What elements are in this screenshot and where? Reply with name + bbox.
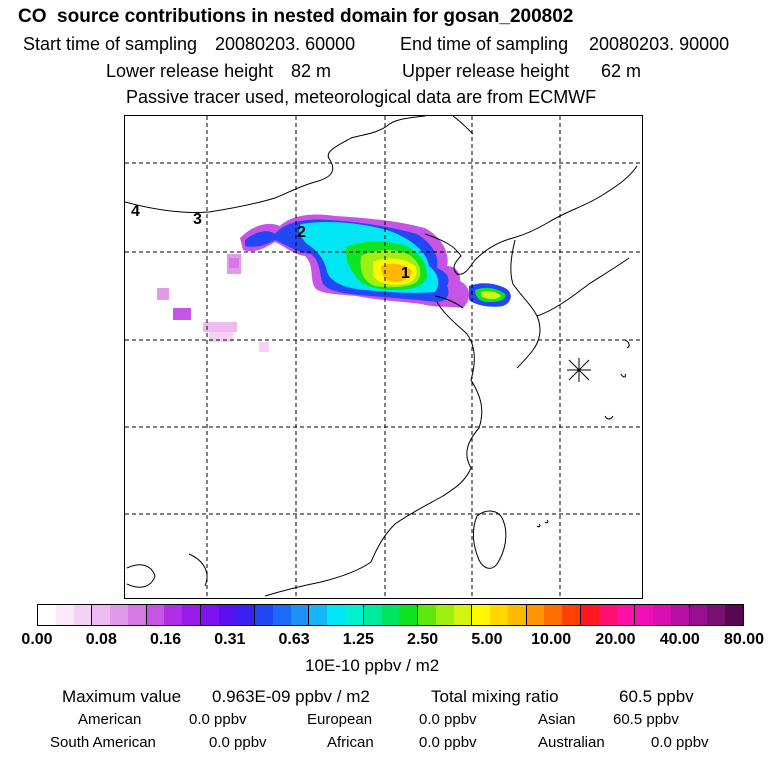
colorbar-swatch bbox=[707, 605, 726, 625]
colorbar-swatch bbox=[453, 605, 473, 625]
colorbar-swatch bbox=[689, 605, 708, 625]
lat-lon-grid bbox=[125, 116, 642, 598]
region-european-label: European bbox=[307, 711, 373, 728]
region-european-value: 0.0 ppbv bbox=[419, 711, 477, 728]
colorbar-tick-label: 1.25 bbox=[342, 631, 374, 648]
colorbar-swatch bbox=[635, 605, 654, 625]
colorbar-swatch bbox=[418, 605, 436, 625]
colorbar-tick-label: 0.16 bbox=[149, 631, 182, 648]
colorbar-tick-label: 5.00 bbox=[471, 631, 503, 648]
region-african-value: 0.0 ppbv bbox=[419, 734, 477, 751]
start-time-value: 20080203. 60000 bbox=[215, 34, 356, 54]
colorbar-swatch bbox=[507, 605, 527, 625]
total-mixing-value: 60.5 ppbv bbox=[619, 687, 694, 706]
marker-3: 3 bbox=[193, 211, 202, 228]
end-time-value: 20080203. 90000 bbox=[589, 34, 730, 54]
region-african-label: African bbox=[327, 734, 374, 751]
colorbar-swatch bbox=[55, 605, 74, 625]
colorbar-swatch bbox=[598, 605, 617, 625]
colorbar-swatch bbox=[472, 605, 491, 625]
patch bbox=[157, 288, 169, 300]
colorbar-swatch bbox=[164, 605, 183, 625]
tracer-note: Passive tracer used, meteorological data… bbox=[126, 87, 597, 107]
upper-height-label: Upper release height bbox=[402, 61, 570, 81]
total-mixing-label: Total mixing ratio bbox=[431, 687, 559, 706]
region-australian-value: 0.0 ppbv bbox=[651, 734, 709, 751]
marker-4: 4 bbox=[131, 203, 140, 220]
station-star-icon bbox=[567, 358, 591, 382]
lower-height-value: 82 m bbox=[291, 61, 332, 81]
marker-1: 1 bbox=[401, 265, 410, 282]
colorbar-swatch bbox=[327, 605, 346, 625]
colorbar-swatch bbox=[562, 605, 581, 625]
patch bbox=[229, 258, 239, 268]
colorbar-swatch bbox=[272, 605, 291, 625]
colorbar-swatch bbox=[399, 605, 419, 625]
colorbar-tick-label: 40.00 bbox=[659, 631, 700, 648]
region-american-label: American bbox=[78, 711, 142, 728]
plume-core-orange bbox=[381, 263, 412, 282]
patch bbox=[259, 342, 269, 352]
colorbar-swatch bbox=[653, 605, 671, 625]
colorbar-swatch bbox=[526, 605, 545, 625]
map-panel: 1 2 3 4 bbox=[124, 115, 643, 599]
max-value: 0.963E-09 ppbv / m2 bbox=[212, 687, 370, 706]
colorbar-tick-label: 0.08 bbox=[85, 631, 117, 648]
region-south-american-label: South American bbox=[50, 734, 156, 751]
patch bbox=[173, 308, 191, 320]
colorbar-unit: 10E-10 ppbv / m2 bbox=[305, 656, 440, 675]
colorbar-swatch bbox=[290, 605, 310, 625]
colorbar-swatch bbox=[345, 605, 364, 625]
colorbar-swatch bbox=[309, 605, 328, 625]
patch bbox=[209, 332, 233, 342]
colorbar-tick-label: 0.31 bbox=[214, 631, 246, 648]
colorbar-swatch bbox=[218, 605, 237, 625]
colorbar-tick-label: 2.50 bbox=[407, 631, 439, 648]
colorbar-swatch bbox=[670, 605, 690, 625]
colorbar-swatch bbox=[580, 605, 599, 625]
map-canvas: 1 2 3 4 bbox=[125, 116, 642, 598]
lower-height-label: Lower release height bbox=[106, 61, 274, 81]
colorbar-swatch bbox=[127, 605, 147, 625]
colorbar-swatch bbox=[490, 605, 508, 625]
colorbar-swatch bbox=[200, 605, 219, 625]
colorbar-tick-label: 10.00 bbox=[531, 631, 572, 648]
colorbar bbox=[37, 604, 744, 626]
colorbar-swatch bbox=[381, 605, 400, 625]
start-time-label: Start time of sampling bbox=[23, 34, 198, 54]
colorbar-swatch bbox=[38, 605, 56, 625]
colorbar-swatch bbox=[255, 605, 273, 625]
plume-korea-yellow bbox=[481, 291, 501, 299]
region-australian-label: Australian bbox=[538, 734, 605, 751]
max-value-label: Maximum value bbox=[62, 687, 182, 706]
marker-2: 2 bbox=[297, 224, 306, 241]
colorbar-swatch bbox=[435, 605, 454, 625]
upper-height-value: 62 m bbox=[601, 61, 642, 81]
colorbar-tick-label: 20.00 bbox=[595, 631, 636, 648]
patch bbox=[203, 322, 237, 332]
colorbar-tick-label: 80.00 bbox=[723, 631, 765, 648]
end-time-label: End time of sampling bbox=[400, 34, 569, 54]
colorbar-swatch bbox=[182, 605, 201, 625]
colorbar-swatch bbox=[92, 605, 111, 625]
coastlines bbox=[125, 116, 638, 597]
colorbar-swatch bbox=[544, 605, 563, 625]
region-south-american-value: 0.0 ppbv bbox=[209, 734, 267, 751]
colorbar-swatch bbox=[73, 605, 93, 625]
colorbar-swatch bbox=[363, 605, 382, 625]
region-asian-value: 60.5 ppbv bbox=[613, 711, 679, 728]
region-asian-label: Asian bbox=[538, 711, 576, 728]
colorbar-tick-label: 0.63 bbox=[278, 631, 310, 648]
colorbar-swatch bbox=[616, 605, 636, 625]
colorbar-swatch bbox=[725, 605, 743, 625]
colorbar-swatch bbox=[110, 605, 128, 625]
colorbar-swatch bbox=[236, 605, 256, 625]
colorbar-tick-label: 0.00 bbox=[21, 631, 53, 648]
plot-title: CO source contributions in nested domain… bbox=[18, 6, 574, 27]
region-american-value: 0.0 ppbv bbox=[189, 711, 247, 728]
colorbar-swatch bbox=[146, 605, 165, 625]
